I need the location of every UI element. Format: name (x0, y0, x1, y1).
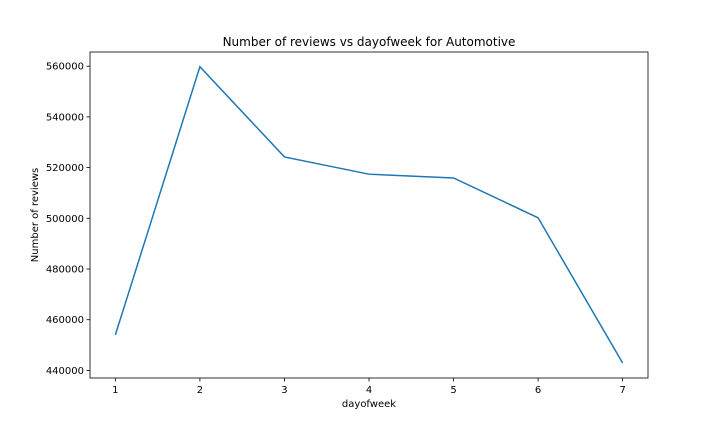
x-tick-label: 4 (366, 385, 372, 396)
x-tick-label: 3 (281, 385, 287, 396)
x-tick-label: 2 (197, 385, 203, 396)
x-tick-label: 1 (112, 385, 118, 396)
x-tick-label: 5 (450, 385, 456, 396)
y-tick-label: 540000 (46, 112, 84, 123)
x-axis-label: dayofweek (342, 399, 396, 410)
x-axis: 1 2 3 4 5 6 7 (112, 378, 626, 396)
data-points (115, 66, 623, 364)
y-tick-label: 500000 (46, 214, 84, 225)
y-tick-label: 440000 (46, 366, 84, 377)
y-tick-label: 460000 (46, 315, 84, 326)
y-tick-label: 520000 (46, 163, 84, 174)
y-axis: 440000 460000 480000 500000 520000 540000 5600… (46, 62, 90, 377)
y-tick-label: 560000 (46, 62, 84, 73)
series-line (114, 65, 624, 364)
y-tick-label: 480000 (46, 264, 84, 275)
x-tick-label: 6 (535, 385, 541, 396)
x-tick-label: 7 (619, 385, 625, 396)
y-axis-label: Number of reviews (30, 168, 41, 262)
chart-title: Number of reviews vs dayofweek for Autom… (223, 35, 516, 49)
plot-frame (89, 51, 649, 379)
